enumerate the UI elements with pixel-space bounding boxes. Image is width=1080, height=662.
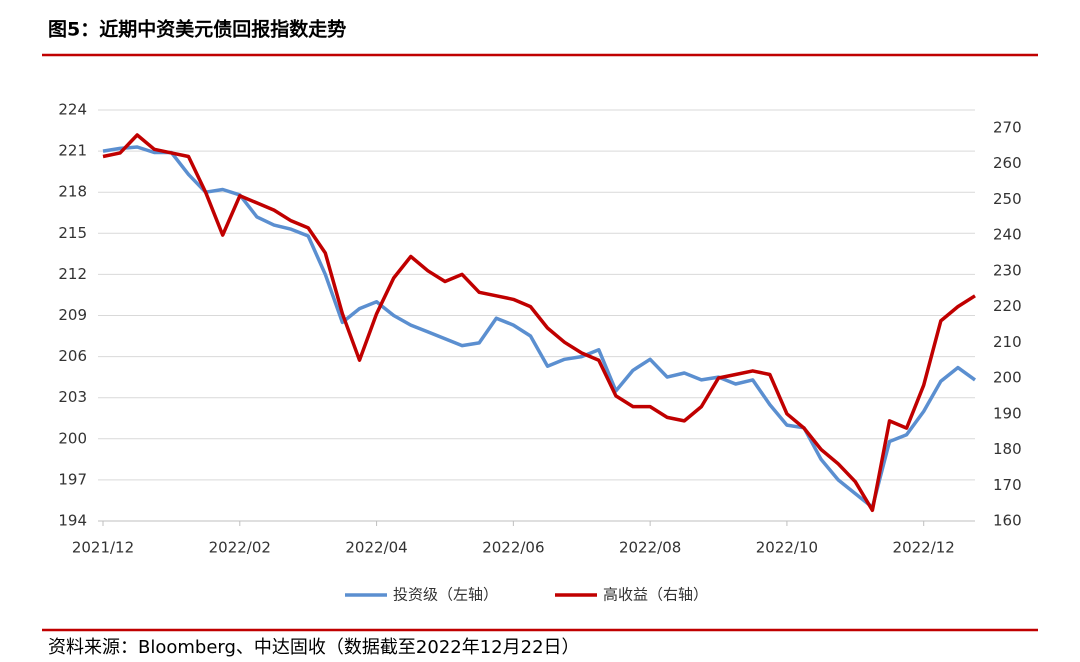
y2-tick-label: 250 [993,190,1022,208]
x-tick-label: 2022/08 [619,539,681,557]
y-tick-label: 215 [58,224,87,242]
x-tick-label: 2022/02 [209,539,271,557]
y-tick-label: 197 [58,470,87,488]
y2-tick-label: 240 [993,226,1022,244]
chart-title: 图5：近期中资美元债回报指数走势 [48,18,346,41]
y-tick-label: 221 [58,142,87,160]
legend-label: 投资级（左轴） [393,586,498,604]
legend-label: 高收益（右轴） [603,586,708,604]
x-tick-label: 2021/12 [72,539,134,557]
y2-tick-label: 220 [993,297,1022,315]
source: 资料来源：Bloomberg、中达固收（数据截至2022年12月22日） [48,637,580,658]
y2-tick-label: 200 [993,369,1022,387]
y-tick-label: 224 [58,101,87,119]
x-tick-label: 2022/04 [345,539,407,557]
y2-tick-label: 160 [993,512,1022,530]
y2-tick-label: 170 [993,476,1022,494]
y2-tick-label: 270 [993,118,1022,136]
y-tick-label: 218 [58,183,87,201]
y2-tick-label: 210 [993,333,1022,351]
series-line [102,133,976,513]
y-tick-label: 209 [58,306,87,324]
y2-tick-label: 180 [993,440,1022,458]
x-tick-label: 2022/06 [482,539,544,557]
series-line [102,145,977,510]
x-tick-label: 2022/10 [756,539,818,557]
y2-tick-label: 230 [993,261,1022,279]
y-tick-label: 194 [58,512,87,530]
y2-tick-label: 260 [993,154,1022,172]
x-tick-label: 2022/12 [893,539,955,557]
y2-tick-label: 190 [993,404,1022,422]
y-tick-label: 212 [58,265,87,283]
y-tick-label: 203 [58,388,87,406]
y-tick-label: 200 [58,429,87,447]
y-tick-label: 206 [58,347,87,365]
